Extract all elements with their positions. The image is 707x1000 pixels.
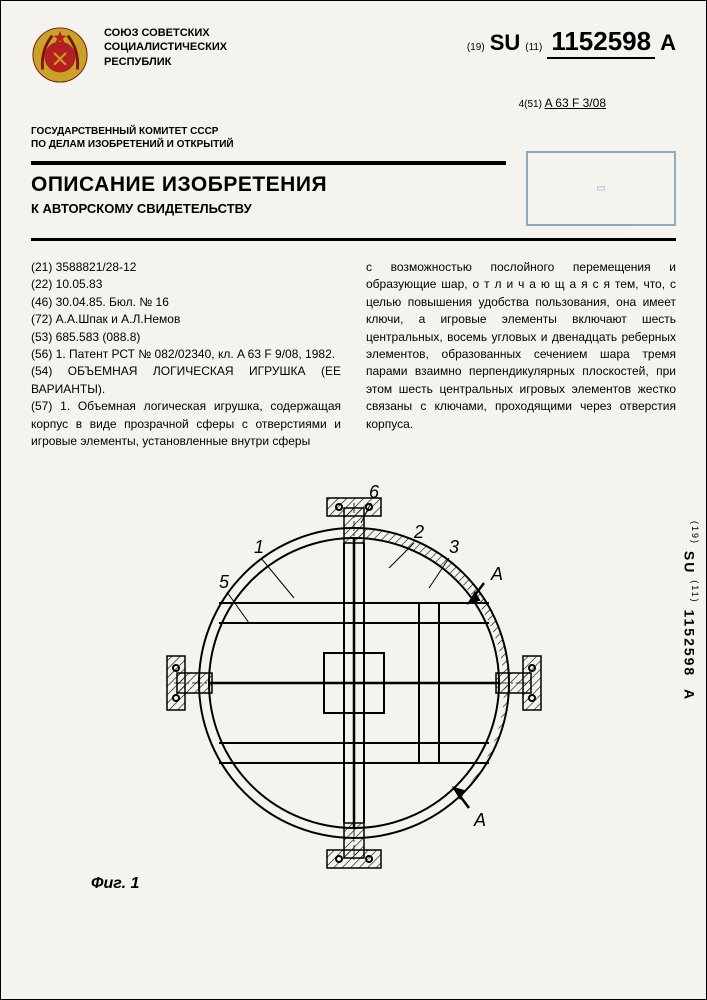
committee-block: ГОСУДАРСТВЕННЫЙ КОМИТЕТ СССР ПО ДЕЛАМ ИЗ… (31, 125, 676, 151)
union-line1: СОЮЗ СОВЕТСКИХ (104, 26, 234, 40)
prefix-19: (19) (467, 42, 485, 53)
publication-number: (19) SU (11) 1152598 A (467, 26, 676, 59)
title-sub: К АВТОРСКОМУ СВИДЕТЕЛЬСТВУ (31, 201, 506, 216)
figure-caption: Фиг. 1 (91, 875, 139, 893)
union-line2: СОЦИАЛИСТИЧЕСКИХ (104, 40, 234, 54)
figure-drawing: 1 5 6 2 3 A A (139, 468, 569, 888)
stamp-icon: ▭ (596, 183, 605, 194)
text-columns: (21) 3588821/28-12(22) 10.05.83(46) 30.0… (31, 259, 676, 450)
country-code: SU (490, 30, 521, 56)
fig-label-6: 6 (369, 482, 380, 502)
title-row: ОПИСАНИЕ ИЗОБРЕТЕНИЯ К АВТОРСКОМУ СВИДЕТ… (31, 161, 676, 226)
figure-zone: 1 5 6 2 3 A A Фиг. 1 (31, 468, 676, 898)
fig-label-A1: A (490, 564, 503, 584)
fig-label-1: 1 (254, 537, 264, 557)
column-right: с возможностью послойного перемещения и … (366, 259, 676, 450)
prefix-11: (11) (525, 42, 542, 53)
fig-label-A2: A (473, 810, 486, 830)
class-code: A 63 F 3/08 (545, 96, 606, 110)
doc-suffix: A (660, 30, 676, 56)
title-main: ОПИСАНИЕ ИЗОБРЕТЕНИЯ (31, 173, 506, 197)
union-text: СОЮЗ СОВЕТСКИХ СОЦИАЛИСТИЧЕСКИХ РЕСПУБЛИ… (104, 26, 234, 69)
side-publication-label: (19) SU (11) 1152598 A (681, 521, 700, 701)
fig-label-3: 3 (449, 537, 459, 557)
header-row: СОЮЗ СОВЕТСКИХ СОЦИАЛИСТИЧЕСКИХ РЕСПУБЛИ… (31, 26, 676, 84)
doc-number: 1152598 (547, 26, 655, 59)
union-line3: РЕСПУБЛИК (104, 55, 234, 69)
column-left: (21) 3588821/28-12(22) 10.05.83(46) 30.0… (31, 259, 341, 450)
committee-line1: ГОСУДАРСТВЕННЫЙ КОМИТЕТ СССР (31, 125, 676, 138)
classification: 4(51) A 63 F 3/08 (31, 96, 676, 110)
fig-label-2: 2 (413, 522, 424, 542)
fig-label-5: 5 (219, 572, 230, 592)
divider-line (31, 238, 676, 241)
stamp-box: ▭ (526, 151, 676, 226)
class-prefix: 4(51) (519, 99, 542, 110)
committee-line2: ПО ДЕЛАМ ИЗОБРЕТЕНИЙ И ОТКРЫТИЙ (31, 138, 676, 151)
ussr-emblem (31, 26, 89, 84)
title-block: ОПИСАНИЕ ИЗОБРЕТЕНИЯ К АВТОРСКОМУ СВИДЕТ… (31, 161, 506, 216)
